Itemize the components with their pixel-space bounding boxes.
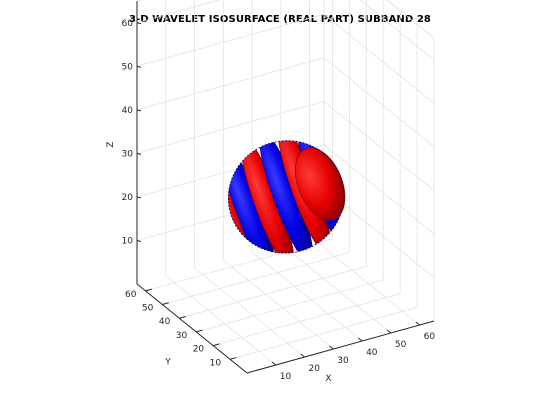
grid-line: [136, 0, 221, 24]
z-axis-label: Z: [106, 141, 116, 147]
isosurface-body: [212, 124, 360, 270]
grid-line: [213, 293, 401, 347]
y-tick-label: 20: [193, 345, 205, 355]
x-tick-label: 30: [337, 356, 349, 366]
z-tick-label: 50: [122, 62, 134, 72]
grid-line: [309, 235, 420, 326]
grid-line: [223, 259, 334, 350]
x-tick-label: 60: [424, 332, 436, 342]
grid-line: [323, 144, 435, 235]
grid-line: [194, 267, 305, 358]
x-tick-mark: [358, 337, 363, 342]
grid-line: [136, 57, 325, 111]
grid-line: [179, 265, 367, 319]
x-tick-label: 50: [395, 340, 407, 350]
y-tick-mark: [145, 288, 152, 292]
x-tick-mark: [329, 345, 334, 350]
grid-line: [136, 100, 325, 154]
z-tick-mark: [136, 239, 142, 242]
y-tick-label: 60: [125, 290, 137, 300]
grid-line: [323, 13, 435, 104]
y-tick-mark: [196, 329, 203, 333]
axes-frame: [136, 1, 435, 374]
x-tick-label: 10: [280, 372, 292, 382]
grid-line: [229, 306, 418, 360]
grid-line: [162, 252, 350, 305]
grid-line: [196, 279, 384, 333]
isosurface-rim: [227, 140, 345, 254]
z-tick-label: 40: [122, 106, 134, 116]
y-tick-label: 30: [176, 331, 188, 341]
z-tick-label: 10: [122, 236, 134, 246]
box-edge: [136, 0, 143, 2]
grid-line: [136, 13, 325, 67]
z-tick-mark: [136, 65, 142, 68]
x-tick-mark: [386, 329, 392, 334]
isosurface: [212, 124, 360, 270]
y-tick-mark: [162, 302, 169, 306]
z-tick-label: 20: [122, 193, 134, 203]
x-tick-label: 20: [309, 364, 321, 374]
grid-line: [359, 0, 435, 61]
chart-title: 3-D WAVELET ISOSURFACE (REAL PART) SUBBA…: [129, 14, 431, 25]
z-tick-mark: [136, 196, 142, 199]
x-tick-label: 40: [366, 348, 378, 358]
y-axis-line: [136, 283, 248, 374]
x-tick-mark: [300, 353, 305, 358]
y-tick-mark: [229, 357, 237, 360]
z-tick-mark: [136, 109, 142, 112]
grid-line: [323, 57, 435, 148]
grid-line: [165, 275, 277, 366]
z-tick-mark: [136, 152, 142, 155]
box-edge: [386, 0, 435, 39]
red-cap: [294, 147, 346, 221]
y-tick-label: 10: [210, 358, 222, 368]
z-tick-label: 30: [122, 149, 134, 159]
y-tick-label: 50: [142, 304, 154, 314]
tick-labels: 10 20 30 40 50 60 10 20 30 40 50 60 10 20 30 40 50 60: [122, 19, 436, 382]
y-axis-label: Y: [164, 358, 171, 368]
grid-line: [280, 243, 392, 334]
y-tick-mark: [179, 315, 186, 319]
z-tick-label: 60: [122, 19, 134, 29]
grid-line: [251, 251, 363, 342]
grid-line: [323, 101, 435, 191]
x-tick-mark: [271, 361, 277, 366]
z-tick-mark: [136, 22, 142, 25]
x-tick-mark: [415, 321, 420, 326]
y-tick-label: 40: [159, 317, 171, 327]
y-tick-mark: [213, 343, 220, 347]
x-axis-line: [246, 320, 435, 374]
x-axis-label: X: [325, 374, 331, 384]
